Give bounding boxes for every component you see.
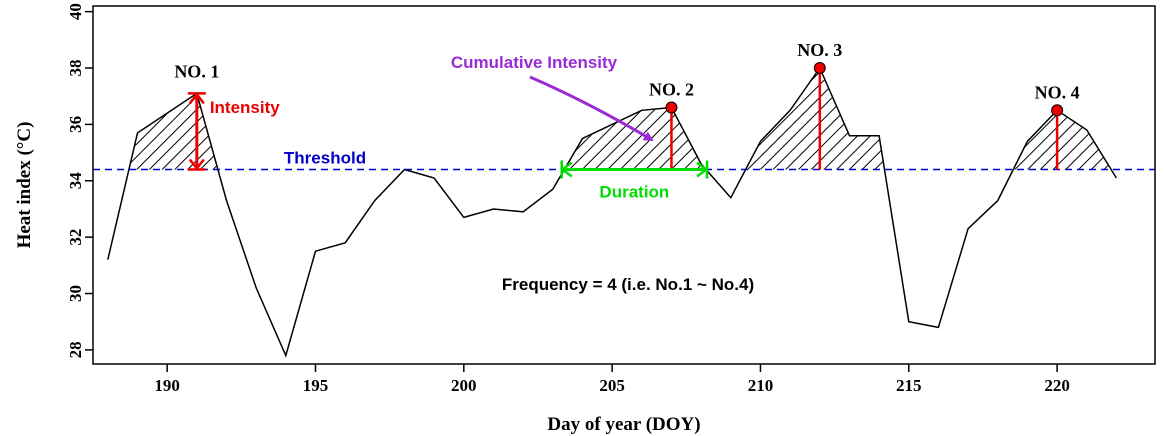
x-tick-label: 205 xyxy=(599,376,625,395)
y-tick-label: 30 xyxy=(66,285,85,302)
intensity-arrowhead-top xyxy=(188,92,205,105)
duration-label: Duration xyxy=(599,182,669,201)
y-axis-title: Heat index (°C) xyxy=(14,122,35,249)
x-axis: 190 195 200 205 210 215 220 xyxy=(154,364,1070,395)
event-label: NO. 3 xyxy=(797,40,842,60)
x-tick-label: 200 xyxy=(451,376,477,395)
y-axis: 28 30 32 34 36 38 40 xyxy=(66,3,93,358)
intensity-arrowhead-bottom xyxy=(188,158,205,171)
event-label: NO. 4 xyxy=(1035,82,1080,102)
event-peak-marker xyxy=(665,101,678,114)
y-tick-label: 40 xyxy=(66,3,85,20)
intensity-label: Intensity xyxy=(210,98,280,117)
event-markers: NO. 1 NO. 2 NO. 3 NO. 4 xyxy=(174,40,1080,179)
x-tick-label: 190 xyxy=(154,376,180,395)
event-peak-marker xyxy=(1051,104,1064,117)
hatched-event-areas xyxy=(128,68,1112,170)
cumulative-intensity-arrow xyxy=(529,75,654,142)
y-tick-label: 36 xyxy=(66,116,85,133)
x-axis-title: Day of year (DOY) xyxy=(547,414,700,435)
hatched-area xyxy=(1013,110,1112,170)
x-tick-label: 210 xyxy=(748,376,774,395)
x-tick-label: 195 xyxy=(303,376,329,395)
duration-arrowhead-left xyxy=(560,161,573,178)
event-label: NO. 2 xyxy=(649,79,694,99)
event-peak-marker xyxy=(813,62,826,75)
event-label: NO. 1 xyxy=(174,61,219,81)
x-tick-label: 215 xyxy=(896,376,922,395)
annotation-layer: Threshold Intensity Duration Cumulative … xyxy=(210,53,754,294)
frequency-label: Frequency = 4 (i.e. No.1 ~ No.4) xyxy=(502,275,754,294)
y-tick-label: 38 xyxy=(66,60,85,77)
threshold-label: Threshold xyxy=(284,148,366,167)
hatched-area xyxy=(564,107,707,170)
duration-arrowhead-right xyxy=(696,161,709,178)
heat-index-line xyxy=(107,66,1118,358)
x-tick-label: 220 xyxy=(1044,376,1070,395)
heat-index-series xyxy=(107,66,1118,358)
hatched-area xyxy=(128,93,218,170)
y-tick-label: 32 xyxy=(66,229,85,246)
plot-frame xyxy=(92,5,1156,365)
y-tick-label: 34 xyxy=(66,172,85,190)
cumulative-intensity-label: Cumulative Intensity xyxy=(451,53,618,72)
y-tick-label: 28 xyxy=(66,341,85,358)
hatched-area xyxy=(745,68,885,170)
